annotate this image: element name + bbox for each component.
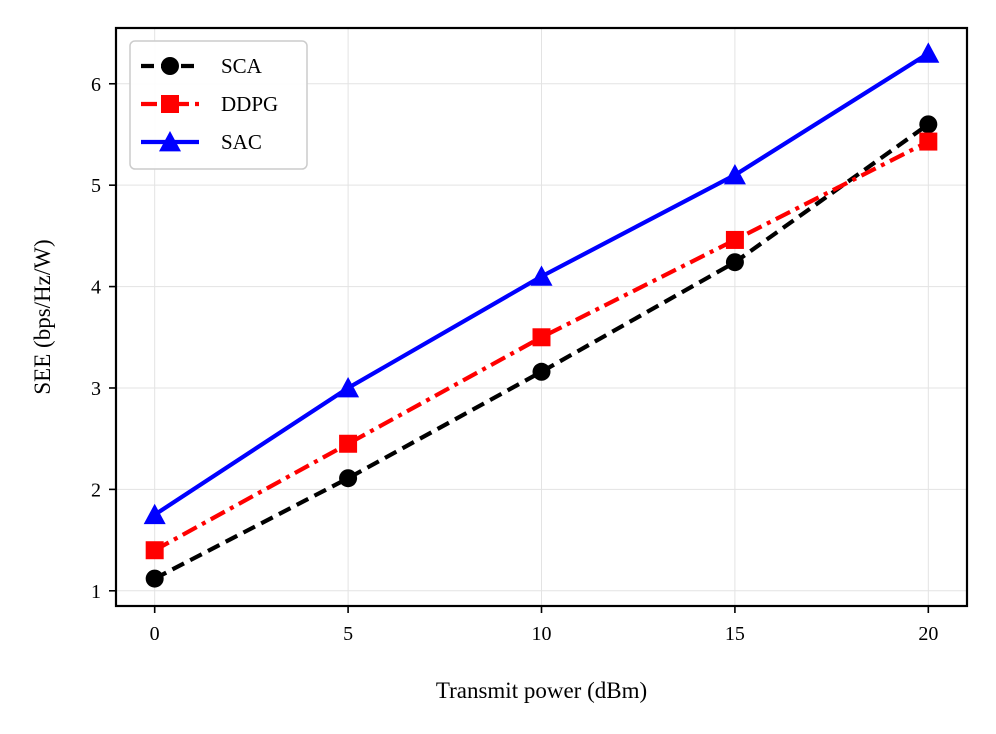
data-point-sca xyxy=(532,362,551,381)
data-point-sac xyxy=(337,376,360,398)
series-line-sca xyxy=(153,122,930,581)
x-tick-label: 5 xyxy=(343,623,353,645)
data-point-ddpg xyxy=(532,328,551,347)
data-point-ddpg xyxy=(145,541,164,560)
y-tick-label: 4 xyxy=(91,277,101,299)
y-tick-label: 6 xyxy=(91,74,101,96)
data-point-ddpg xyxy=(339,434,358,453)
x-tick-label: 20 xyxy=(918,623,938,645)
legend-marker-sac xyxy=(159,131,181,152)
axis-ticks: 0 5 10 15 20 1 2 3 4 5 6 xyxy=(91,74,938,645)
data-point-sca xyxy=(339,469,358,488)
legend: SCA DDPG SAC xyxy=(129,40,308,170)
x-tick-label: 15 xyxy=(725,623,745,645)
legend-marker-sca xyxy=(161,57,179,75)
legend-label-sca: SCA xyxy=(221,54,263,78)
y-tick-label: 3 xyxy=(91,378,101,400)
data-point-sac xyxy=(723,164,746,185)
series-sac xyxy=(143,42,940,525)
y-axis-label: SEE (bps/Hz/W) xyxy=(30,239,55,394)
legend-label-ddpg: DDPG xyxy=(221,92,278,116)
legend-marker-ddpg xyxy=(161,95,179,113)
data-point-ddpg xyxy=(725,230,744,249)
series-sca xyxy=(145,115,938,588)
series-ddpg xyxy=(145,132,938,560)
series-layer xyxy=(143,42,940,588)
data-point-sca xyxy=(725,253,744,272)
x-tick-label: 10 xyxy=(532,623,552,645)
data-point-sac xyxy=(917,42,940,63)
x-axis-label: Transmit power (dBm) xyxy=(436,678,647,703)
y-tick-label: 1 xyxy=(91,581,101,603)
y-tick-label: 2 xyxy=(91,479,101,501)
data-point-sac xyxy=(143,503,166,525)
data-point-sca xyxy=(919,115,938,134)
legend-label-sac: SAC xyxy=(221,130,262,154)
x-tick-label: 0 xyxy=(150,623,160,645)
data-point-sca xyxy=(145,569,164,588)
data-point-sac xyxy=(530,265,553,286)
grid xyxy=(116,28,967,606)
data-point-ddpg xyxy=(919,132,938,151)
y-tick-label: 5 xyxy=(91,175,101,197)
